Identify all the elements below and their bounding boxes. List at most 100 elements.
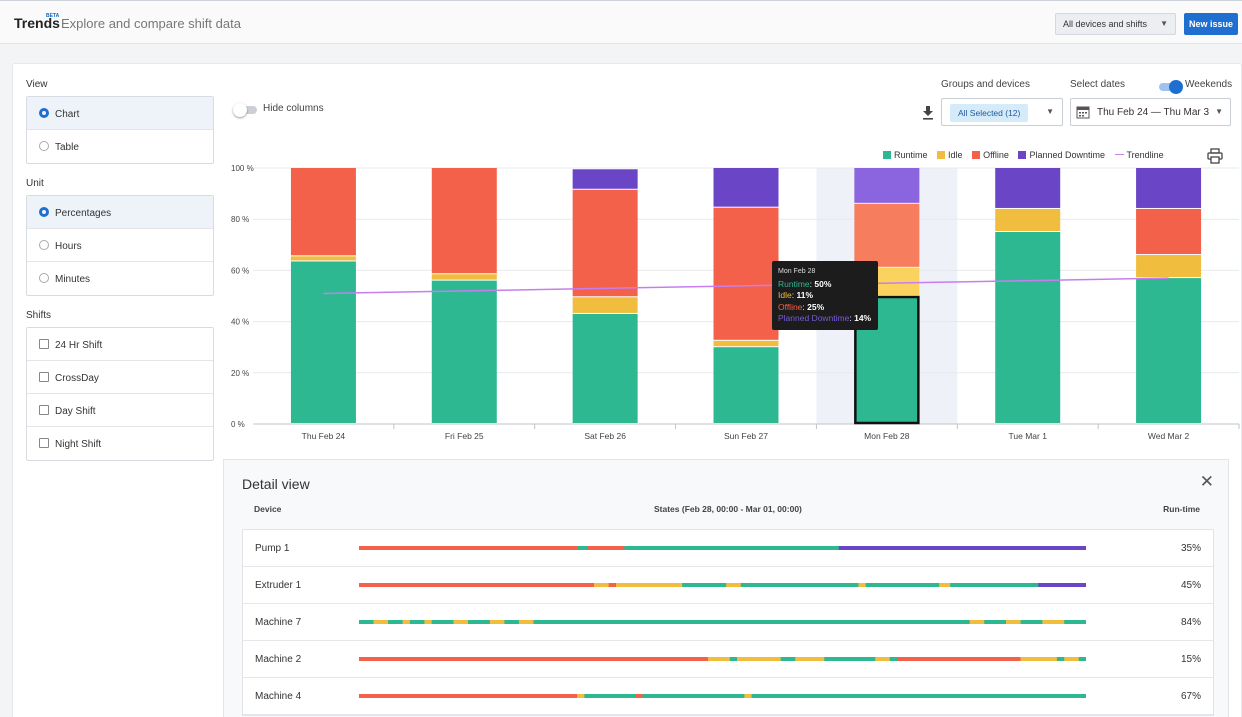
table-row[interactable]: Extruder 1 45% [243, 567, 1213, 604]
shift-option-night[interactable]: Night Shift [27, 427, 213, 460]
bar-segment-runtime [572, 313, 638, 423]
calendar-icon [1076, 106, 1090, 119]
view-option-chart[interactable]: Chart [27, 97, 213, 130]
weekends-toggle[interactable] [1159, 80, 1183, 94]
shift-option-day[interactable]: Day Shift [27, 394, 213, 427]
legend-item-offline[interactable]: Offline [972, 150, 1009, 160]
unit-section-title: Unit [26, 178, 44, 189]
date-range-select[interactable]: Thu Feb 24 — Thu Mar 3 ▼ [1070, 98, 1231, 126]
bar-segment-offline [854, 203, 920, 267]
tooltip-label: Offline [778, 301, 803, 312]
device-name: Machine 2 [255, 654, 302, 665]
x-tick-label: Fri Feb 25 [445, 431, 484, 441]
groups-selected-chip: All Selected (12) [950, 104, 1029, 122]
legend-item-trendline[interactable]: Trendline [1114, 150, 1164, 160]
hide-columns-toggle[interactable] [233, 103, 257, 117]
device-name: Extruder 1 [255, 580, 302, 591]
table-row[interactable]: Machine 2 15% [243, 641, 1213, 678]
state-segment-idle [726, 583, 742, 587]
bar-segment-idle [1136, 255, 1202, 278]
state-segment-offline [359, 583, 565, 587]
unit-option-minutes[interactable]: Minutes [27, 262, 213, 295]
bar-segment-offline [1136, 208, 1202, 255]
device-name: Machine 4 [255, 691, 302, 702]
state-segment-offline [359, 694, 578, 698]
x-tick-label: Mon Feb 28 [864, 431, 910, 441]
state-segment-planned_downtime [1038, 583, 1086, 587]
device-rows: Pump 1 35% Extruder 1 45% Machine 7 84% Mac… [242, 529, 1214, 716]
table-row[interactable]: Machine 4 67% [243, 678, 1213, 715]
state-segment-runtime [780, 657, 796, 661]
state-segment-idle [744, 694, 752, 698]
shift-option-crossday[interactable]: CrossDay [27, 361, 213, 394]
legend-swatch [1018, 151, 1027, 159]
shift-option-24hr[interactable]: 24 Hr Shift [27, 328, 213, 361]
download-icon[interactable] [922, 106, 934, 120]
tooltip-line-planned-downtime: Planned Downtime: 14% [778, 313, 872, 323]
state-segment-idle [795, 657, 825, 661]
bar-segment-planned-downtime [995, 168, 1061, 208]
legend-item-runtime[interactable]: Runtime [883, 150, 928, 160]
unit-option-label: Percentages [55, 208, 112, 219]
state-segment-runtime [388, 620, 403, 624]
bar-segment-offline [713, 207, 779, 340]
tooltip-date: Mon Feb 28 [778, 268, 816, 275]
device-name: Machine 7 [255, 617, 302, 628]
state-segment-idle [875, 657, 891, 661]
state-segment-idle [1064, 657, 1080, 661]
view-options: Chart Table [26, 96, 214, 164]
checkbox-icon [39, 438, 49, 448]
unit-option-label: Minutes [55, 274, 91, 285]
legend-item-idle[interactable]: Idle [937, 150, 963, 160]
chart-legend: Runtime Idle Offline Planned Downtime Tr… [883, 150, 1171, 160]
state-segment-idle [737, 657, 781, 661]
state-segment-offline [588, 546, 625, 550]
device-name: Pump 1 [255, 543, 290, 554]
state-segment-runtime [624, 546, 840, 550]
state-segment-runtime [682, 583, 727, 587]
legend-label: Trendline [1126, 150, 1164, 160]
state-segment-offline [359, 657, 709, 661]
x-tick-label: Wed Mar 2 [1148, 431, 1190, 441]
unit-option-label: Hours [55, 241, 82, 252]
tooltip-label: Planned Downtime [778, 313, 850, 323]
close-icon[interactable]: ✕ [1199, 472, 1214, 491]
bar-segment-runtime [290, 261, 356, 423]
shifts-section-title: Shifts [26, 310, 52, 321]
state-segment-idle [707, 657, 731, 661]
legend-label: Offline [983, 150, 1009, 160]
x-tick-label: Thu Feb 24 [302, 431, 346, 441]
device-runtime: 35% [1180, 543, 1201, 554]
devices-shifts-dropdown[interactable]: All devices and shifts ▼ [1055, 13, 1176, 35]
state-segment-idle [969, 620, 985, 624]
bar-segment-runtime [1136, 278, 1202, 423]
state-segment-runtime [577, 546, 589, 550]
state-segment-idle [1006, 620, 1021, 624]
unit-option-hours[interactable]: Hours [27, 229, 213, 262]
state-segment-idle [373, 620, 389, 624]
column-header-runtime: Run-time [1163, 504, 1200, 514]
tooltip-line-idle: Idle: 11% [778, 290, 813, 300]
table-row[interactable]: Pump 1 35% [243, 530, 1213, 567]
page-subtitle: Explore and compare shift data [61, 16, 241, 31]
state-segment-offline [608, 583, 617, 587]
new-issue-button[interactable]: New issue [1184, 13, 1238, 35]
column-header-device: Device [254, 504, 282, 514]
detail-view-panel: Detail view ✕ Device States (Feb 28, 00:… [223, 459, 1229, 717]
radio-icon [39, 240, 49, 250]
unit-option-percentages[interactable]: Percentages [27, 196, 213, 229]
bar-segment-idle [713, 340, 779, 347]
y-tick-label: 40 % [231, 318, 249, 327]
detail-view-title: Detail view [242, 476, 310, 492]
view-option-table[interactable]: Table [27, 130, 213, 163]
groups-devices-select[interactable]: All Selected (12) ▼ [941, 98, 1063, 126]
bar-segment-runtime [713, 347, 779, 423]
state-segment-idle [939, 583, 951, 587]
trendline [323, 277, 1169, 295]
print-icon[interactable] [1207, 148, 1223, 164]
table-row[interactable]: Machine 7 84% [243, 604, 1213, 641]
beta-badge: BETA [46, 13, 60, 19]
legend-item-planned-downtime[interactable]: Planned Downtime [1018, 150, 1105, 160]
state-segment-runtime [950, 583, 1039, 587]
device-runtime: 45% [1180, 580, 1201, 591]
